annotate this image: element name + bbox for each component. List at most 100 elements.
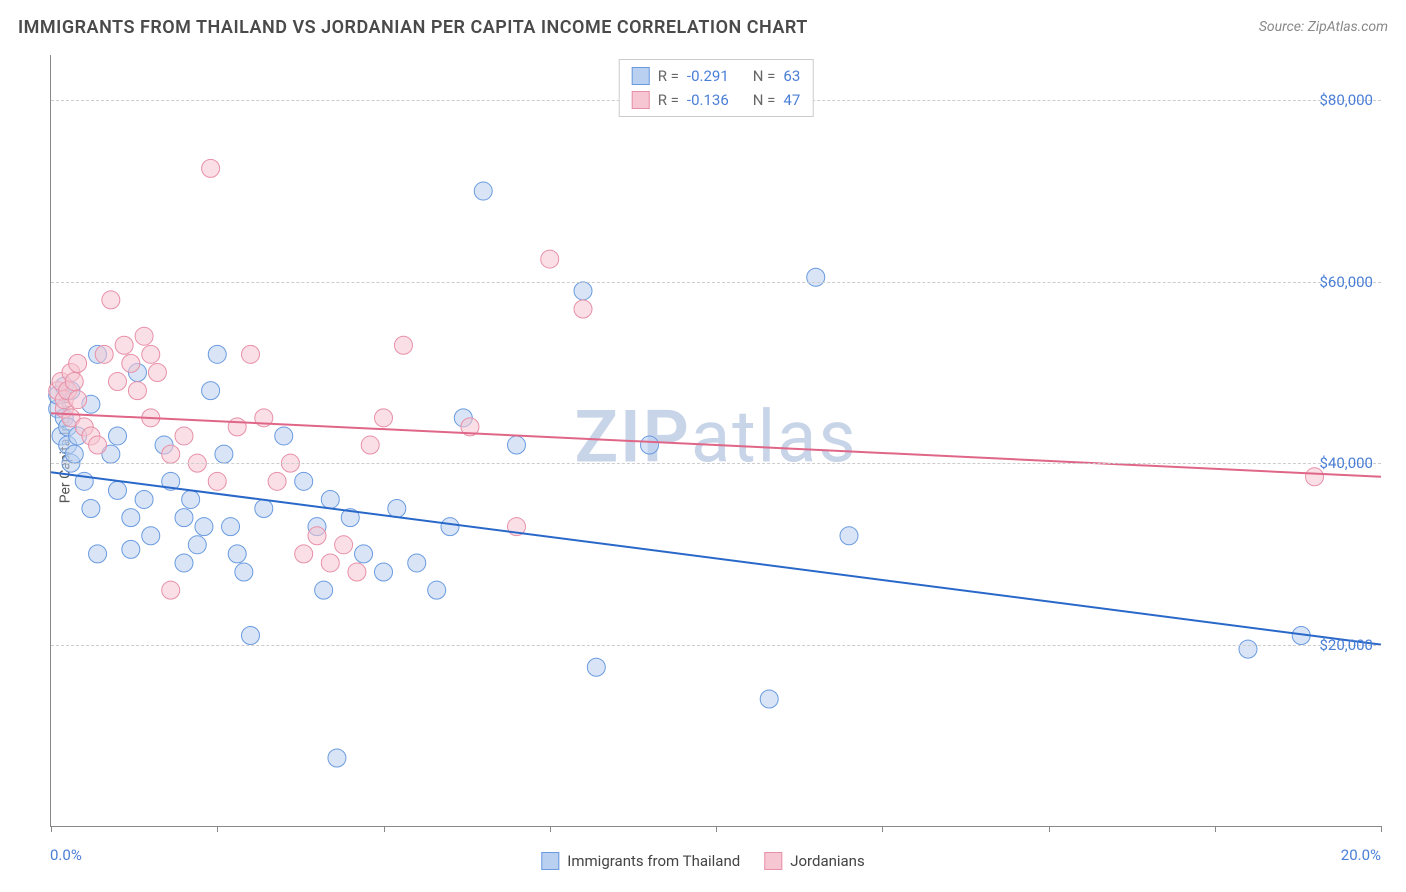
scatter-point (182, 490, 200, 508)
scatter-point (202, 382, 220, 400)
scatter-point (807, 268, 825, 286)
scatter-point (587, 658, 605, 676)
scatter-point (175, 427, 193, 445)
scatter-point (188, 536, 206, 554)
scatter-point (508, 436, 526, 454)
scatter-point (574, 300, 592, 318)
x-tick (716, 826, 717, 832)
x-tick (1381, 826, 1382, 832)
scatter-point (228, 545, 246, 563)
gridline-h (51, 463, 1381, 464)
trend-line (51, 413, 1381, 476)
scatter-point (162, 445, 180, 463)
scatter-point (195, 518, 213, 536)
scatter-point (428, 581, 446, 599)
scatter-point (255, 500, 273, 518)
legend-r-label-0: R = (658, 64, 679, 88)
scatter-point (394, 336, 412, 354)
scatter-point (95, 345, 113, 363)
scatter-point (541, 250, 559, 268)
x-tick (51, 826, 52, 832)
scatter-point (102, 291, 120, 309)
scatter-point (135, 490, 153, 508)
scatter-point (348, 563, 366, 581)
scatter-point (122, 354, 140, 372)
x-tick (1049, 826, 1050, 832)
x-tick (550, 826, 551, 832)
scatter-point (840, 527, 858, 545)
legend-series-swatch-1 (764, 852, 782, 870)
y-tick-label: $80,000 (1319, 91, 1373, 109)
legend-n-label-0: N = (753, 64, 776, 88)
y-tick-label: $60,000 (1319, 273, 1373, 291)
scatter-point (82, 500, 100, 518)
scatter-point (295, 472, 313, 490)
scatter-point (69, 391, 87, 409)
legend-r-value-0: -0.291 (687, 64, 729, 88)
legend-r-value-1: -0.136 (687, 88, 729, 112)
scatter-point (760, 690, 778, 708)
legend-series-label-0: Immigrants from Thailand (567, 852, 740, 870)
legend-stats-box: R = -0.291 N = 63 R = -0.136 N = 47 (619, 59, 814, 117)
scatter-point (115, 336, 133, 354)
legend-n-value-0: 63 (783, 64, 800, 88)
legend-series: Immigrants from Thailand Jordanians (541, 852, 864, 870)
x-axis-min-label: 0.0% (50, 846, 82, 864)
scatter-point (375, 563, 393, 581)
scatter-svg (51, 55, 1381, 826)
scatter-point (242, 627, 260, 645)
scatter-point (315, 581, 333, 599)
scatter-point (1239, 640, 1257, 658)
scatter-point (109, 373, 127, 391)
scatter-point (175, 509, 193, 527)
legend-n-value-1: 47 (783, 88, 800, 112)
scatter-point (65, 445, 83, 463)
scatter-point (308, 527, 326, 545)
legend-n-label-1: N = (753, 88, 776, 112)
legend-series-item-0: Immigrants from Thailand (541, 852, 740, 870)
legend-stats-row-1: R = -0.136 N = 47 (632, 88, 801, 112)
scatter-point (208, 472, 226, 490)
legend-series-label-1: Jordanians (790, 852, 865, 870)
chart-header: IMMIGRANTS FROM THAILAND VS JORDANIAN PE… (0, 0, 1406, 50)
x-tick (1215, 826, 1216, 832)
scatter-point (235, 563, 253, 581)
scatter-point (275, 427, 293, 445)
scatter-point (208, 345, 226, 363)
scatter-point (355, 545, 373, 563)
scatter-point (574, 282, 592, 300)
scatter-point (641, 436, 659, 454)
scatter-point (109, 481, 127, 499)
x-tick (384, 826, 385, 832)
scatter-point (148, 363, 166, 381)
scatter-point (135, 327, 153, 345)
scatter-point (89, 436, 107, 454)
scatter-point (268, 472, 286, 490)
scatter-point (162, 581, 180, 599)
chart-title: IMMIGRANTS FROM THAILAND VS JORDANIAN PE… (18, 17, 808, 38)
gridline-h (51, 645, 1381, 646)
x-tick (217, 826, 218, 832)
scatter-point (375, 409, 393, 427)
scatter-point (128, 382, 146, 400)
scatter-point (122, 509, 140, 527)
scatter-point (321, 554, 339, 572)
trend-line (51, 472, 1381, 644)
y-tick-label: $40,000 (1319, 454, 1373, 472)
scatter-point (295, 545, 313, 563)
scatter-point (388, 500, 406, 518)
x-axis-max-label: 20.0% (1341, 846, 1381, 864)
scatter-point (441, 518, 459, 536)
legend-swatch-1 (632, 91, 650, 109)
scatter-point (122, 540, 140, 558)
scatter-point (361, 436, 379, 454)
scatter-point (142, 345, 160, 363)
scatter-point (228, 418, 246, 436)
scatter-point (109, 427, 127, 445)
scatter-point (335, 536, 353, 554)
scatter-point (222, 518, 240, 536)
scatter-point (175, 554, 193, 572)
legend-r-label-1: R = (658, 88, 679, 112)
scatter-point (142, 527, 160, 545)
scatter-point (69, 354, 87, 372)
